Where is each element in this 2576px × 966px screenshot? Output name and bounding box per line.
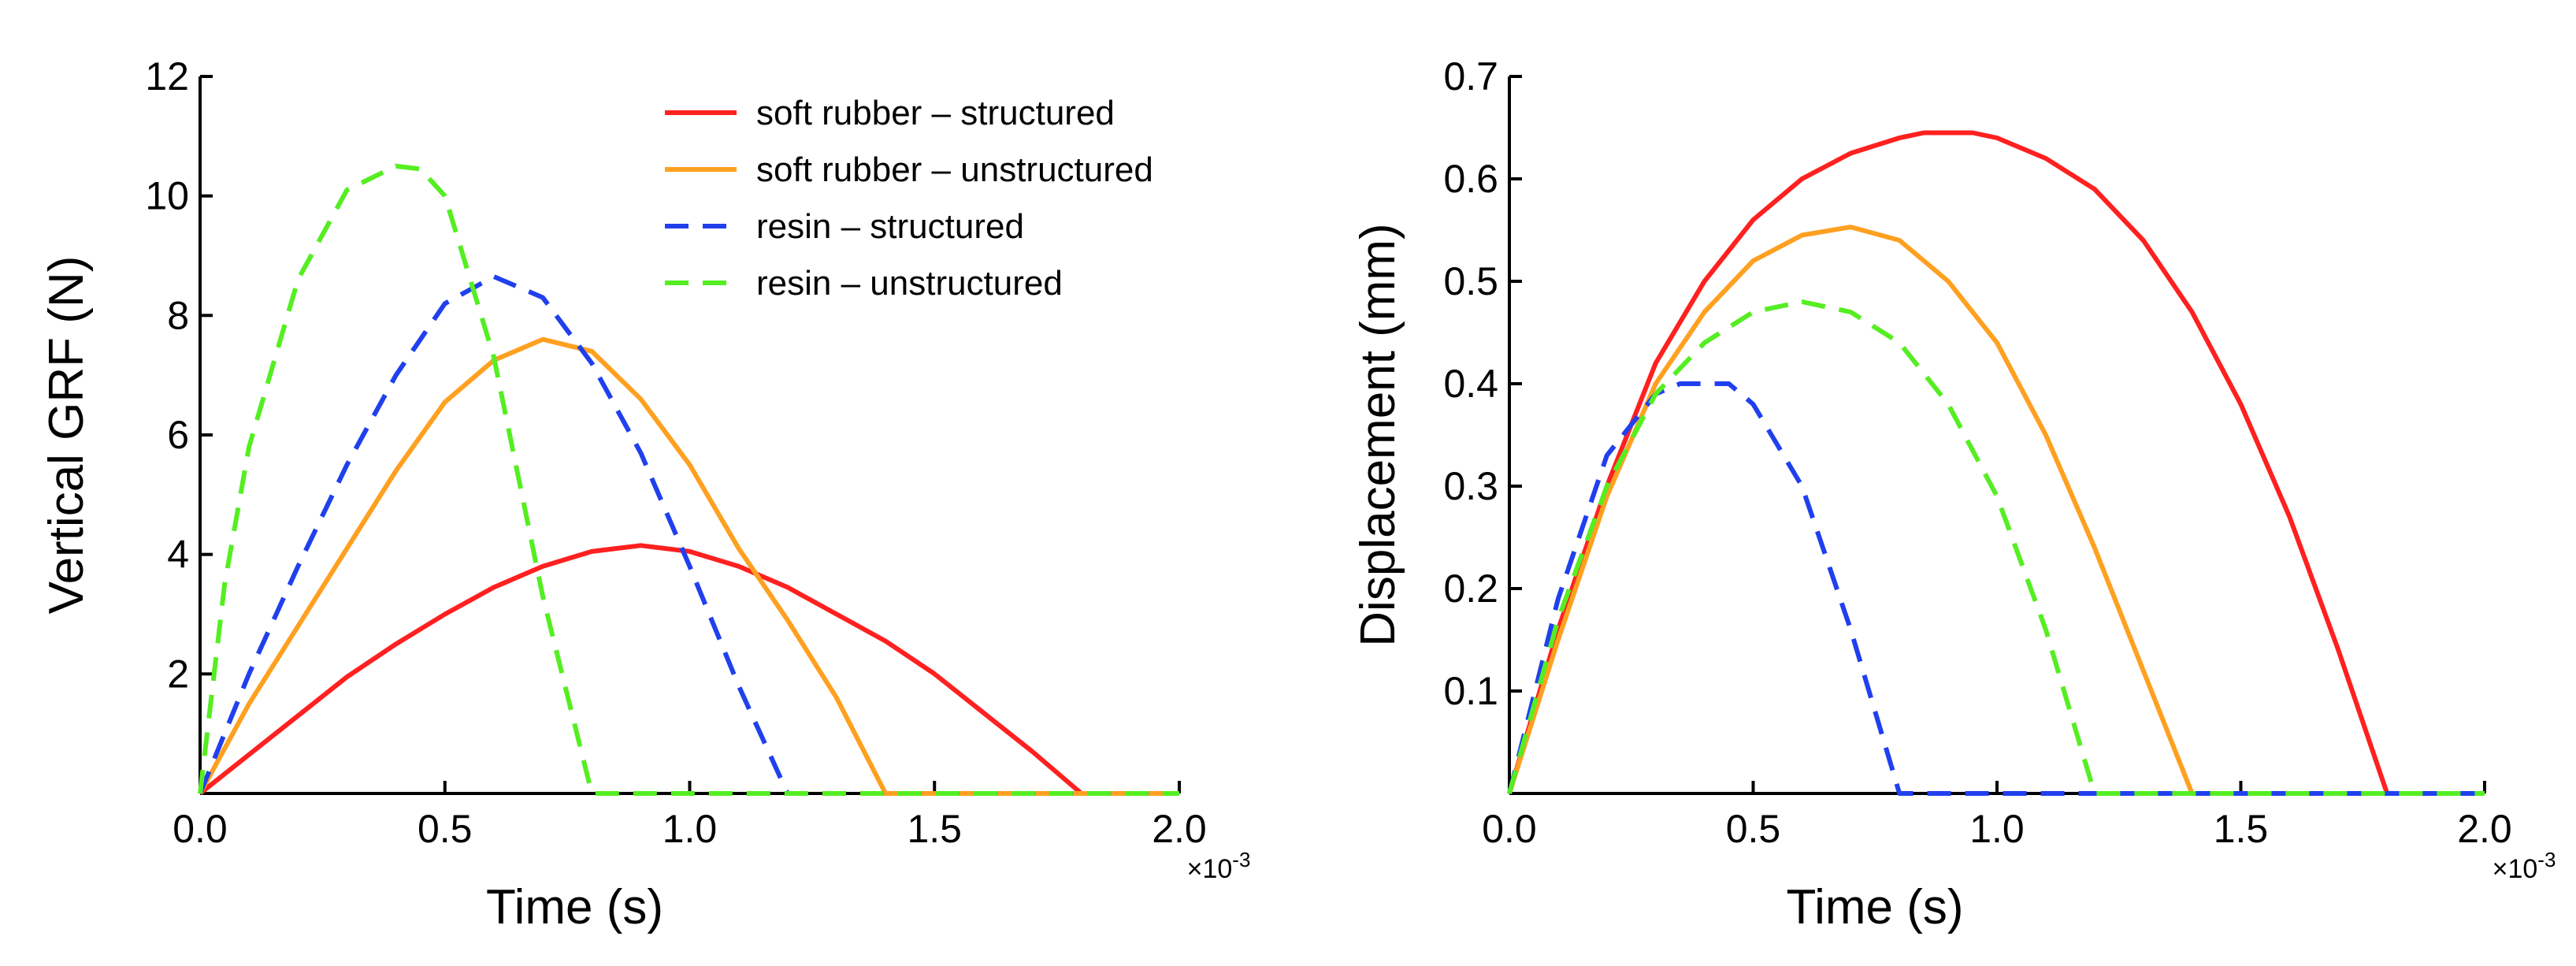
x-axis-multiplier: ×10-3	[2492, 848, 2556, 884]
x-tick-label: 0.5	[1726, 807, 1781, 851]
y-tick-label: 0.4	[1443, 362, 1498, 406]
x-axis-title: Time (s)	[1787, 880, 1964, 934]
y-tick-label: 0.5	[1443, 259, 1498, 303]
series-line-resin-structured	[1507, 381, 2485, 796]
series-line-resin-unstructured	[198, 163, 1179, 796]
y-axis-title: Vertical GRF (N)	[39, 256, 94, 615]
x-tick-label: 0.0	[1482, 807, 1537, 851]
y-tick-label: 4	[167, 533, 189, 577]
grf-chart-panel: 0.0 0.5 1.0 1.5 2.0 2 4 6 8 10 12 ×10-3 Time (s) Vert…	[39, 54, 1250, 934]
y-tick-label: 6	[167, 413, 189, 457]
series-line-soft-rubber-structured	[199, 543, 1179, 796]
series-line-resin-unstructured	[1507, 299, 2485, 796]
y-tick-label: 0.7	[1443, 54, 1498, 98]
x-tick-label: 2.0	[2457, 807, 2512, 851]
x-axis-title: Time (s)	[486, 880, 663, 934]
y-tick-label: 0.6	[1443, 157, 1498, 201]
y-tick-label: 0.1	[1443, 669, 1498, 713]
x-tick-label: 2.0	[1152, 807, 1207, 851]
x-tick-label: 1.0	[1969, 807, 2025, 851]
x-tick-label: 1.5	[907, 807, 962, 851]
series-line-soft-rubber-unstructured	[198, 336, 1179, 796]
series-line-soft-rubber-unstructured	[1507, 225, 2485, 796]
series-line-soft-rubber-structured	[1507, 130, 2485, 796]
x-axis-multiplier: ×10-3	[1187, 848, 1251, 884]
legend-label-soft-rubber-structured: soft rubber – structured	[756, 94, 1115, 132]
y-tick-label: 12	[145, 54, 189, 98]
y-tick-label: 2	[167, 652, 189, 696]
legend: soft rubber – structured soft rubber – un…	[665, 94, 1153, 303]
y-axis-title: Displacement (mm)	[1351, 223, 1405, 646]
x-tick-label: 1.5	[2214, 807, 2269, 851]
y-tick-label: 10	[145, 174, 189, 218]
legend-label-soft-rubber-unstructured: soft rubber – unstructured	[756, 150, 1153, 189]
series-line-resin-structured	[198, 274, 1179, 796]
x-tick-label: 0.5	[418, 807, 473, 851]
y-tick-label: 0.2	[1443, 567, 1498, 611]
legend-label-resin-structured: resin – structured	[756, 207, 1024, 246]
x-tick-label: 1.0	[663, 807, 718, 851]
y-tick-label: 0.3	[1443, 464, 1498, 508]
y-tick-label: 8	[167, 293, 189, 337]
legend-label-resin-unstructured: resin – unstructured	[756, 264, 1063, 303]
displacement-chart-panel: 0.0 0.5 1.0 1.5 2.0 0.1 0.2 0.3 0.4 0.5 0.6 0.7 ×10-…	[1351, 54, 2556, 934]
x-tick-label: 0.0	[173, 807, 228, 851]
